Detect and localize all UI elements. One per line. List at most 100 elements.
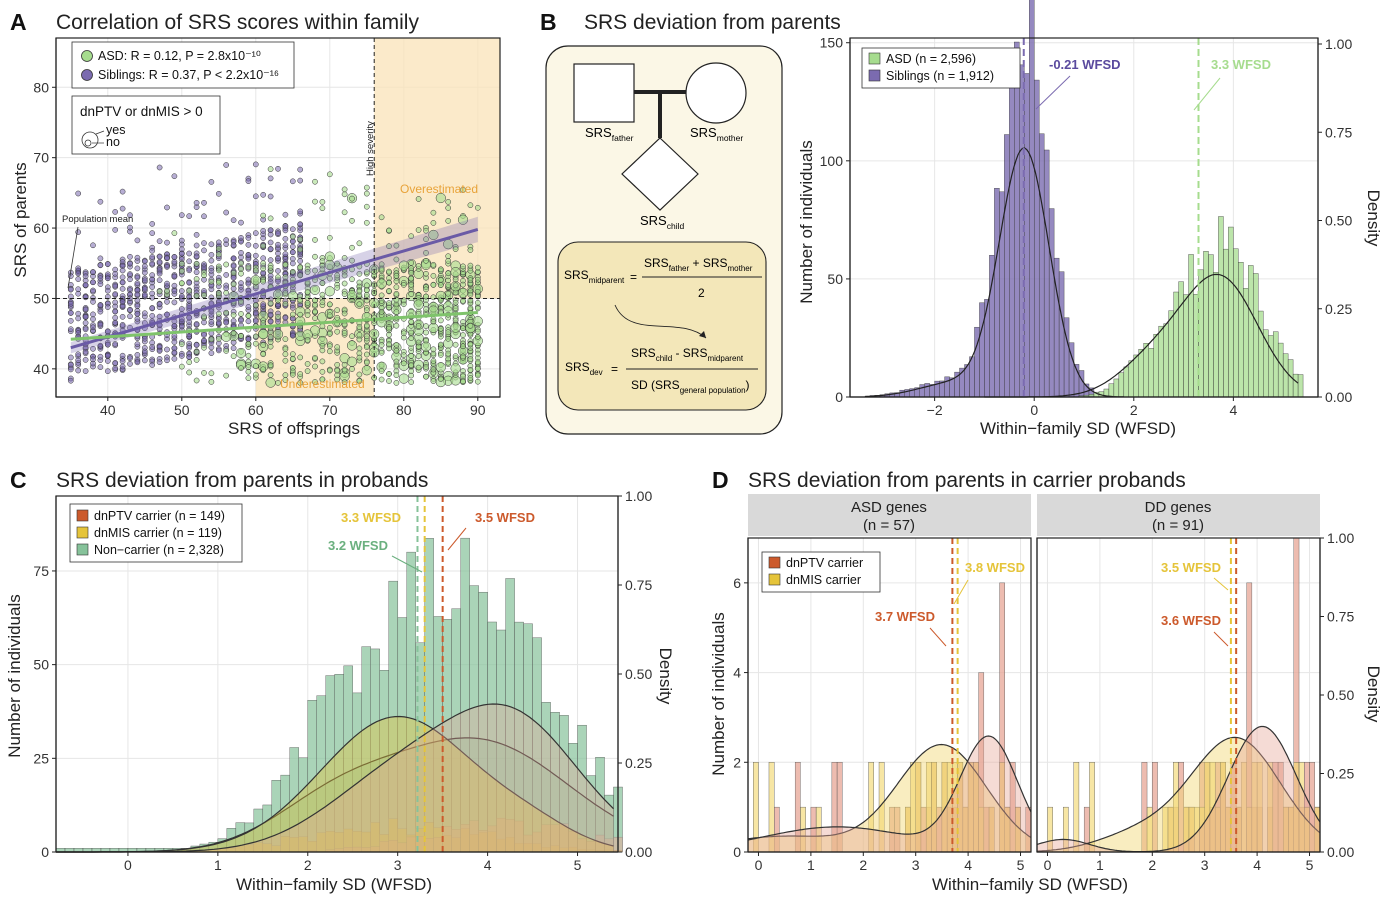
asd-point (201, 292, 207, 298)
x-tick-label: 90 (470, 402, 486, 418)
panel-a-reference-lines (56, 38, 500, 397)
x-tick-label: 4 (484, 857, 492, 873)
sibling-point (201, 247, 207, 254)
sibling-point (127, 306, 133, 313)
x-tick-label: 3 (912, 857, 920, 873)
asd-point (460, 343, 466, 350)
asd-point (445, 270, 452, 277)
sibling-point (260, 228, 267, 234)
asd-bar (1272, 331, 1279, 398)
sibling-point (75, 270, 82, 277)
asd-point (363, 203, 370, 210)
sibling-point (90, 279, 96, 286)
sibling-point (156, 253, 163, 260)
panel-c-density (56, 496, 614, 853)
asd-point (457, 287, 469, 298)
asd-point (378, 376, 385, 383)
siblings-bar (1034, 79, 1040, 398)
sibling-point (164, 264, 170, 270)
asd-bar (1188, 254, 1194, 398)
sibling-point (90, 298, 96, 305)
asd-point (400, 352, 407, 358)
sibling-point (215, 239, 222, 246)
asd-point (460, 297, 466, 304)
sibling-point (178, 323, 185, 330)
x-tick-label: 1 (214, 857, 222, 873)
asd-point (341, 272, 348, 279)
asd-point (408, 233, 415, 240)
asd-point (437, 341, 444, 348)
y-tick-label: 6 (733, 575, 741, 591)
asd-point (252, 333, 259, 340)
annot-siblings-pointer (1035, 75, 1071, 110)
asd-point (275, 313, 281, 320)
asd-point (275, 297, 281, 304)
sibling-point (119, 279, 126, 286)
sibling-point (90, 242, 96, 249)
asd-point (156, 288, 163, 295)
y2-tick-label: 0.25 (625, 755, 652, 771)
asd-point (289, 268, 296, 275)
sibling-point (75, 265, 82, 272)
asd-point (260, 351, 267, 358)
asd-point (193, 260, 200, 267)
asd-point (415, 339, 422, 346)
asd-point (326, 312, 333, 319)
asd-point (437, 297, 444, 304)
siblings-bar (919, 384, 925, 398)
asd-point (363, 190, 370, 197)
panel-a: A Correlation of SRS scores within famil… (10, 9, 501, 438)
sibling-point (252, 310, 259, 317)
sibling-point (238, 235, 244, 241)
y-tick-label: 2 (733, 754, 741, 770)
sibling-point (97, 262, 104, 269)
asd-point (415, 353, 422, 360)
sibling-point (156, 359, 163, 366)
asd-point (445, 329, 452, 336)
sibling-point (134, 352, 141, 358)
asd-point (393, 363, 400, 370)
asd-point (356, 279, 363, 286)
sibling-point (67, 300, 74, 307)
asd-point (356, 240, 363, 247)
siblings-bar (1014, 41, 1020, 398)
sibling-point (82, 368, 89, 374)
sibling-point (193, 231, 200, 238)
asd-bar (1233, 248, 1239, 398)
sibling-point (230, 345, 237, 352)
panel-b-density (864, 38, 1299, 398)
sibling-point (134, 310, 141, 317)
f2-annot-ptv-pointer (1213, 631, 1229, 647)
sibling-point (141, 286, 148, 292)
siblings-fit-line (70, 228, 479, 350)
sibling-point (90, 311, 96, 318)
asd-bar (1218, 216, 1224, 398)
asd-point (223, 372, 230, 379)
sibling-point (97, 302, 104, 309)
asd-bar (1253, 273, 1259, 398)
annot-asd: 3.3 WFSD (1211, 57, 1271, 72)
asd-point (408, 275, 415, 282)
y-tick-label: 70 (33, 150, 49, 166)
asd-point (193, 357, 200, 363)
panel-d-xlabel: Within−family SD (WFSD) (932, 875, 1128, 894)
annot-asd-pointer (1193, 77, 1221, 111)
asd-point (474, 350, 481, 357)
sibling-point (134, 291, 141, 298)
panel-b-xlabel: Within−family SD (WFSD) (980, 419, 1176, 438)
sibling-point (282, 242, 289, 249)
x-tick-label: 0 (124, 857, 132, 873)
asd-point (334, 344, 341, 350)
sibling-point (141, 310, 148, 317)
sibling-point (297, 166, 304, 173)
asd-point (437, 277, 444, 283)
asd-point (267, 300, 274, 307)
asd-point (178, 280, 185, 286)
sibling-point (267, 318, 274, 325)
asd-point (326, 348, 333, 355)
asd-bar (1282, 353, 1289, 398)
asd-point (445, 205, 452, 211)
f2-annot-mis: 3.5 WFSD (1161, 560, 1221, 575)
sibling-point (112, 271, 119, 277)
asd-point (474, 328, 481, 335)
